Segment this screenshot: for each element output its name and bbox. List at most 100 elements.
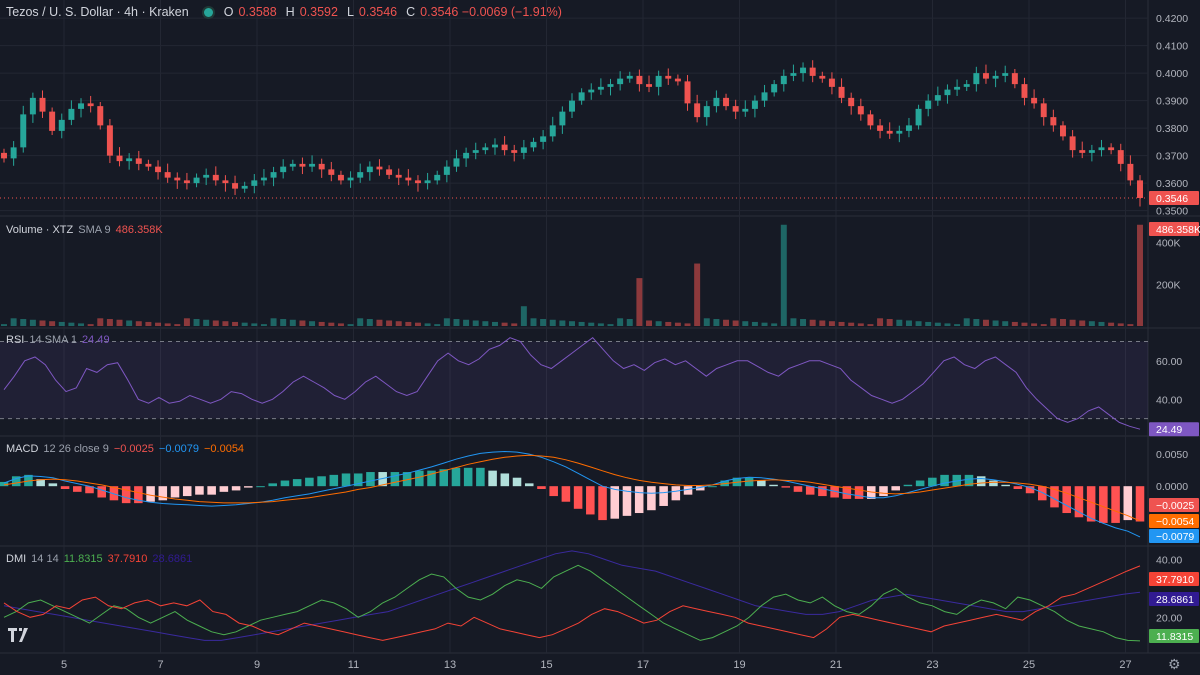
macd-histogram-bar [378,472,387,487]
macd-histogram-bar [549,486,558,497]
candle-body [751,100,758,109]
candle-body [1059,125,1066,137]
candle-body [443,166,450,175]
symbol-legend[interactable]: Tezos / U. S. Dollar · 4h · Kraken O 0.35… [6,5,566,19]
macd-histogram-bar [976,476,986,487]
candle-body [10,147,17,159]
macd-histogram-bar [97,486,106,498]
macd-histogram-bar [390,472,400,487]
candle-body [1,152,7,159]
macd-histogram-bar [207,486,216,495]
dmi-legend[interactable]: DMI 14 14 11.8315 37.7910 28.6861 [6,553,192,565]
adx-line [3,550,1141,641]
macd-histogram-bar [903,484,913,487]
volume-bar [665,321,672,326]
candle-body [58,119,65,131]
price-pane[interactable] [0,60,1148,207]
candle-body [222,180,229,184]
rsi-line [3,337,1141,430]
x-axis-tick-label: 5 [61,659,67,671]
dmi-minus-value-label-bg [1149,572,1199,586]
volume-bar [453,319,460,326]
macd-legend[interactable]: MACD 12 26 close 9 −0.0025 −0.0079 −0.00… [6,443,244,455]
macd-histogram-bar [1062,486,1071,514]
volume-bar [58,321,65,326]
candle-body [318,163,325,170]
volume-bar [780,224,787,326]
candle-body [684,81,691,104]
volume-bar [386,320,393,326]
candle-body [703,106,710,118]
macd-histogram-bar [158,486,168,501]
candle-body [780,75,787,85]
macd-histogram-bar [1025,486,1035,494]
ohlc-open-value: 0.3588 [238,5,277,19]
volume-bar [819,320,826,326]
dmi-pane[interactable] [3,550,1141,642]
candle-body [694,103,701,118]
volume-bar [482,321,489,326]
volume-bar [443,318,450,326]
candle-body [1108,147,1115,151]
macd-histogram-bar [73,486,82,492]
candle-body [251,180,258,186]
macd-histogram-bar [1050,486,1059,508]
rsi-legend[interactable]: RSI 14 SMA 1 24.49 [6,334,110,346]
macd-value-label-bg [1149,529,1199,543]
volume-bar [260,324,267,326]
volume-bar [646,320,653,326]
volume-bar [540,319,547,326]
volume-bar [674,322,681,326]
macd-histogram-bar [708,486,717,488]
macd-histogram-bar [476,467,485,487]
candle-body [886,130,893,134]
rsi-pane[interactable] [0,337,1148,430]
candle-body [183,180,190,184]
volume-bar [684,323,691,326]
volume-bar [838,321,845,326]
candle-body [260,177,267,181]
price-scale-label: 0.3600 [1156,178,1188,190]
rsi-value-label-bg [1149,422,1199,437]
macd-histogram-bar [891,486,900,491]
volume-bar [790,318,797,326]
volume-bar [848,322,855,326]
tradingview-logo-icon[interactable] [8,628,30,646]
volume-bar [405,321,412,326]
macd-histogram-bar [561,486,571,502]
candle-body [29,97,36,115]
candle-body [270,172,277,178]
candle-body [944,89,951,96]
volume-bar [20,319,27,326]
volume-value-label-bg [1149,222,1199,236]
macd-histogram-bar [11,476,21,487]
macd-histogram-bar [683,486,693,495]
macd-histogram-bar [744,477,754,487]
candle-body [299,163,306,167]
candle-body [174,177,181,181]
volume-bar [1021,322,1028,326]
macd-histogram-bar [757,480,766,487]
candle-body [800,67,807,74]
macd-histogram-bar [341,473,351,487]
x-axis-tick-label: 21 [830,659,842,671]
volume-pane[interactable] [1,224,1143,326]
macd-histogram-bar [1099,486,1108,523]
last-price-label: 0.3546 [1156,193,1188,205]
symbol-title[interactable]: Tezos / U. S. Dollar · 4h · Kraken [6,5,189,19]
candle-body [280,166,287,173]
volume-bar [299,320,306,326]
volume-bar [49,321,56,326]
volume-legend[interactable]: Volume · XTZ SMA 9 486.358K [6,224,163,236]
candle-body [106,125,113,156]
macd-pane[interactable] [0,450,1145,538]
macd-histogram-bar [1086,486,1096,522]
candle-body [520,147,527,153]
macd-legend-signal: −0.0054 [203,443,245,455]
volume-bar [1088,321,1095,326]
macd-histogram-bar [109,486,119,501]
candle-body [1031,97,1038,104]
gear-icon[interactable]: ⚙ [1168,656,1181,672]
adx-value-label-bg [1149,592,1199,606]
